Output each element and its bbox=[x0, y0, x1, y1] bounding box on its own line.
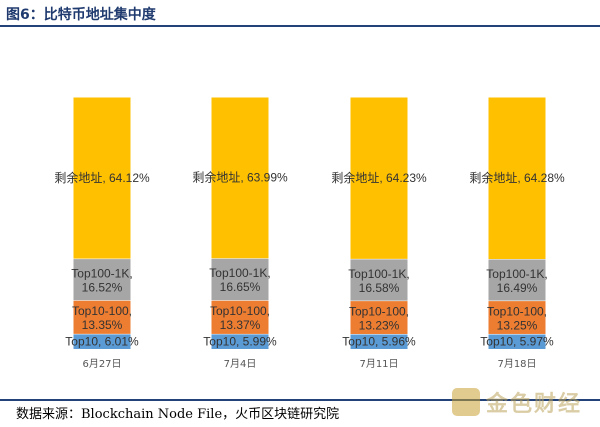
bar-segment-remaining-1 bbox=[73, 97, 131, 259]
bar-segment-top10-2 bbox=[211, 333, 269, 349]
bar-segment-top10_100-4 bbox=[488, 300, 546, 334]
data-label-top10-1: Top10, 6.01% bbox=[65, 334, 139, 348]
bar-segment-top100_1k-2 bbox=[211, 258, 269, 301]
data-label-top100_1k-3: Top100-1K, 16.58% bbox=[348, 267, 409, 295]
bar-segment-top100_1k-4 bbox=[488, 259, 546, 301]
bar-segment-top10-1 bbox=[73, 333, 131, 349]
bar-segment-top10_100-1 bbox=[73, 300, 131, 334]
data-label-top10-4: Top10, 5.97% bbox=[480, 334, 554, 348]
data-label-remaining-3: 剩余地址, 64.23% bbox=[331, 170, 427, 185]
data-label-top100_1k-1: Top100-1K, 16.52% bbox=[71, 266, 132, 294]
data-label-remaining-4: 剩余地址, 64.28% bbox=[469, 170, 565, 185]
data-label-top10_100-4: Top10-100, 13.25% bbox=[487, 304, 547, 332]
source-note: 数据来源：Blockchain Node File，火币区块链研究院 bbox=[16, 407, 340, 422]
bar-segment-remaining-4 bbox=[488, 97, 546, 260]
x-tick-label: 7月11日 bbox=[359, 358, 398, 370]
figure-title: 图6：比特币地址集中度 bbox=[6, 7, 156, 23]
data-label-top10-3: Top10, 5.96% bbox=[342, 334, 416, 348]
x-tick-label: 7月4日 bbox=[224, 358, 257, 370]
watermark-text: 金色财经 bbox=[486, 392, 583, 417]
data-label-top10_100-2: Top10-100, 13.37% bbox=[210, 304, 270, 332]
bar-segment-remaining-2 bbox=[211, 97, 269, 259]
data-label-remaining-1: 剩余地址, 64.12% bbox=[54, 170, 150, 185]
bar-segment-top100_1k-1 bbox=[73, 258, 131, 301]
watermark: 金色财经 bbox=[452, 386, 582, 418]
bar-segment-top10_100-2 bbox=[211, 300, 269, 334]
watermark-logo-icon bbox=[452, 388, 480, 416]
data-label-top10_100-3: Top10-100, 13.23% bbox=[349, 304, 409, 332]
data-label-top10_100-1: Top10-100, 13.35% bbox=[72, 304, 132, 332]
bar-segment-top100_1k-3 bbox=[350, 258, 408, 301]
data-label-top100_1k-4: Top100-1K, 16.49% bbox=[486, 267, 547, 295]
bar-segment-remaining-3 bbox=[350, 97, 408, 259]
bar-segment-top10-4 bbox=[488, 333, 546, 349]
data-label-top10-2: Top10, 5.99% bbox=[203, 334, 277, 348]
source-rule bbox=[0, 399, 600, 401]
bar-segment-top10-3 bbox=[350, 333, 408, 349]
data-label-top100_1k-2: Top100-1K, 16.65% bbox=[209, 266, 270, 294]
data-label-remaining-2: 剩余地址, 63.99% bbox=[192, 170, 288, 185]
bar-segment-top10_100-3 bbox=[350, 300, 408, 334]
x-tick-label: 6月27日 bbox=[82, 358, 121, 370]
title-rule bbox=[0, 25, 600, 27]
x-tick-label: 7月18日 bbox=[497, 358, 536, 370]
